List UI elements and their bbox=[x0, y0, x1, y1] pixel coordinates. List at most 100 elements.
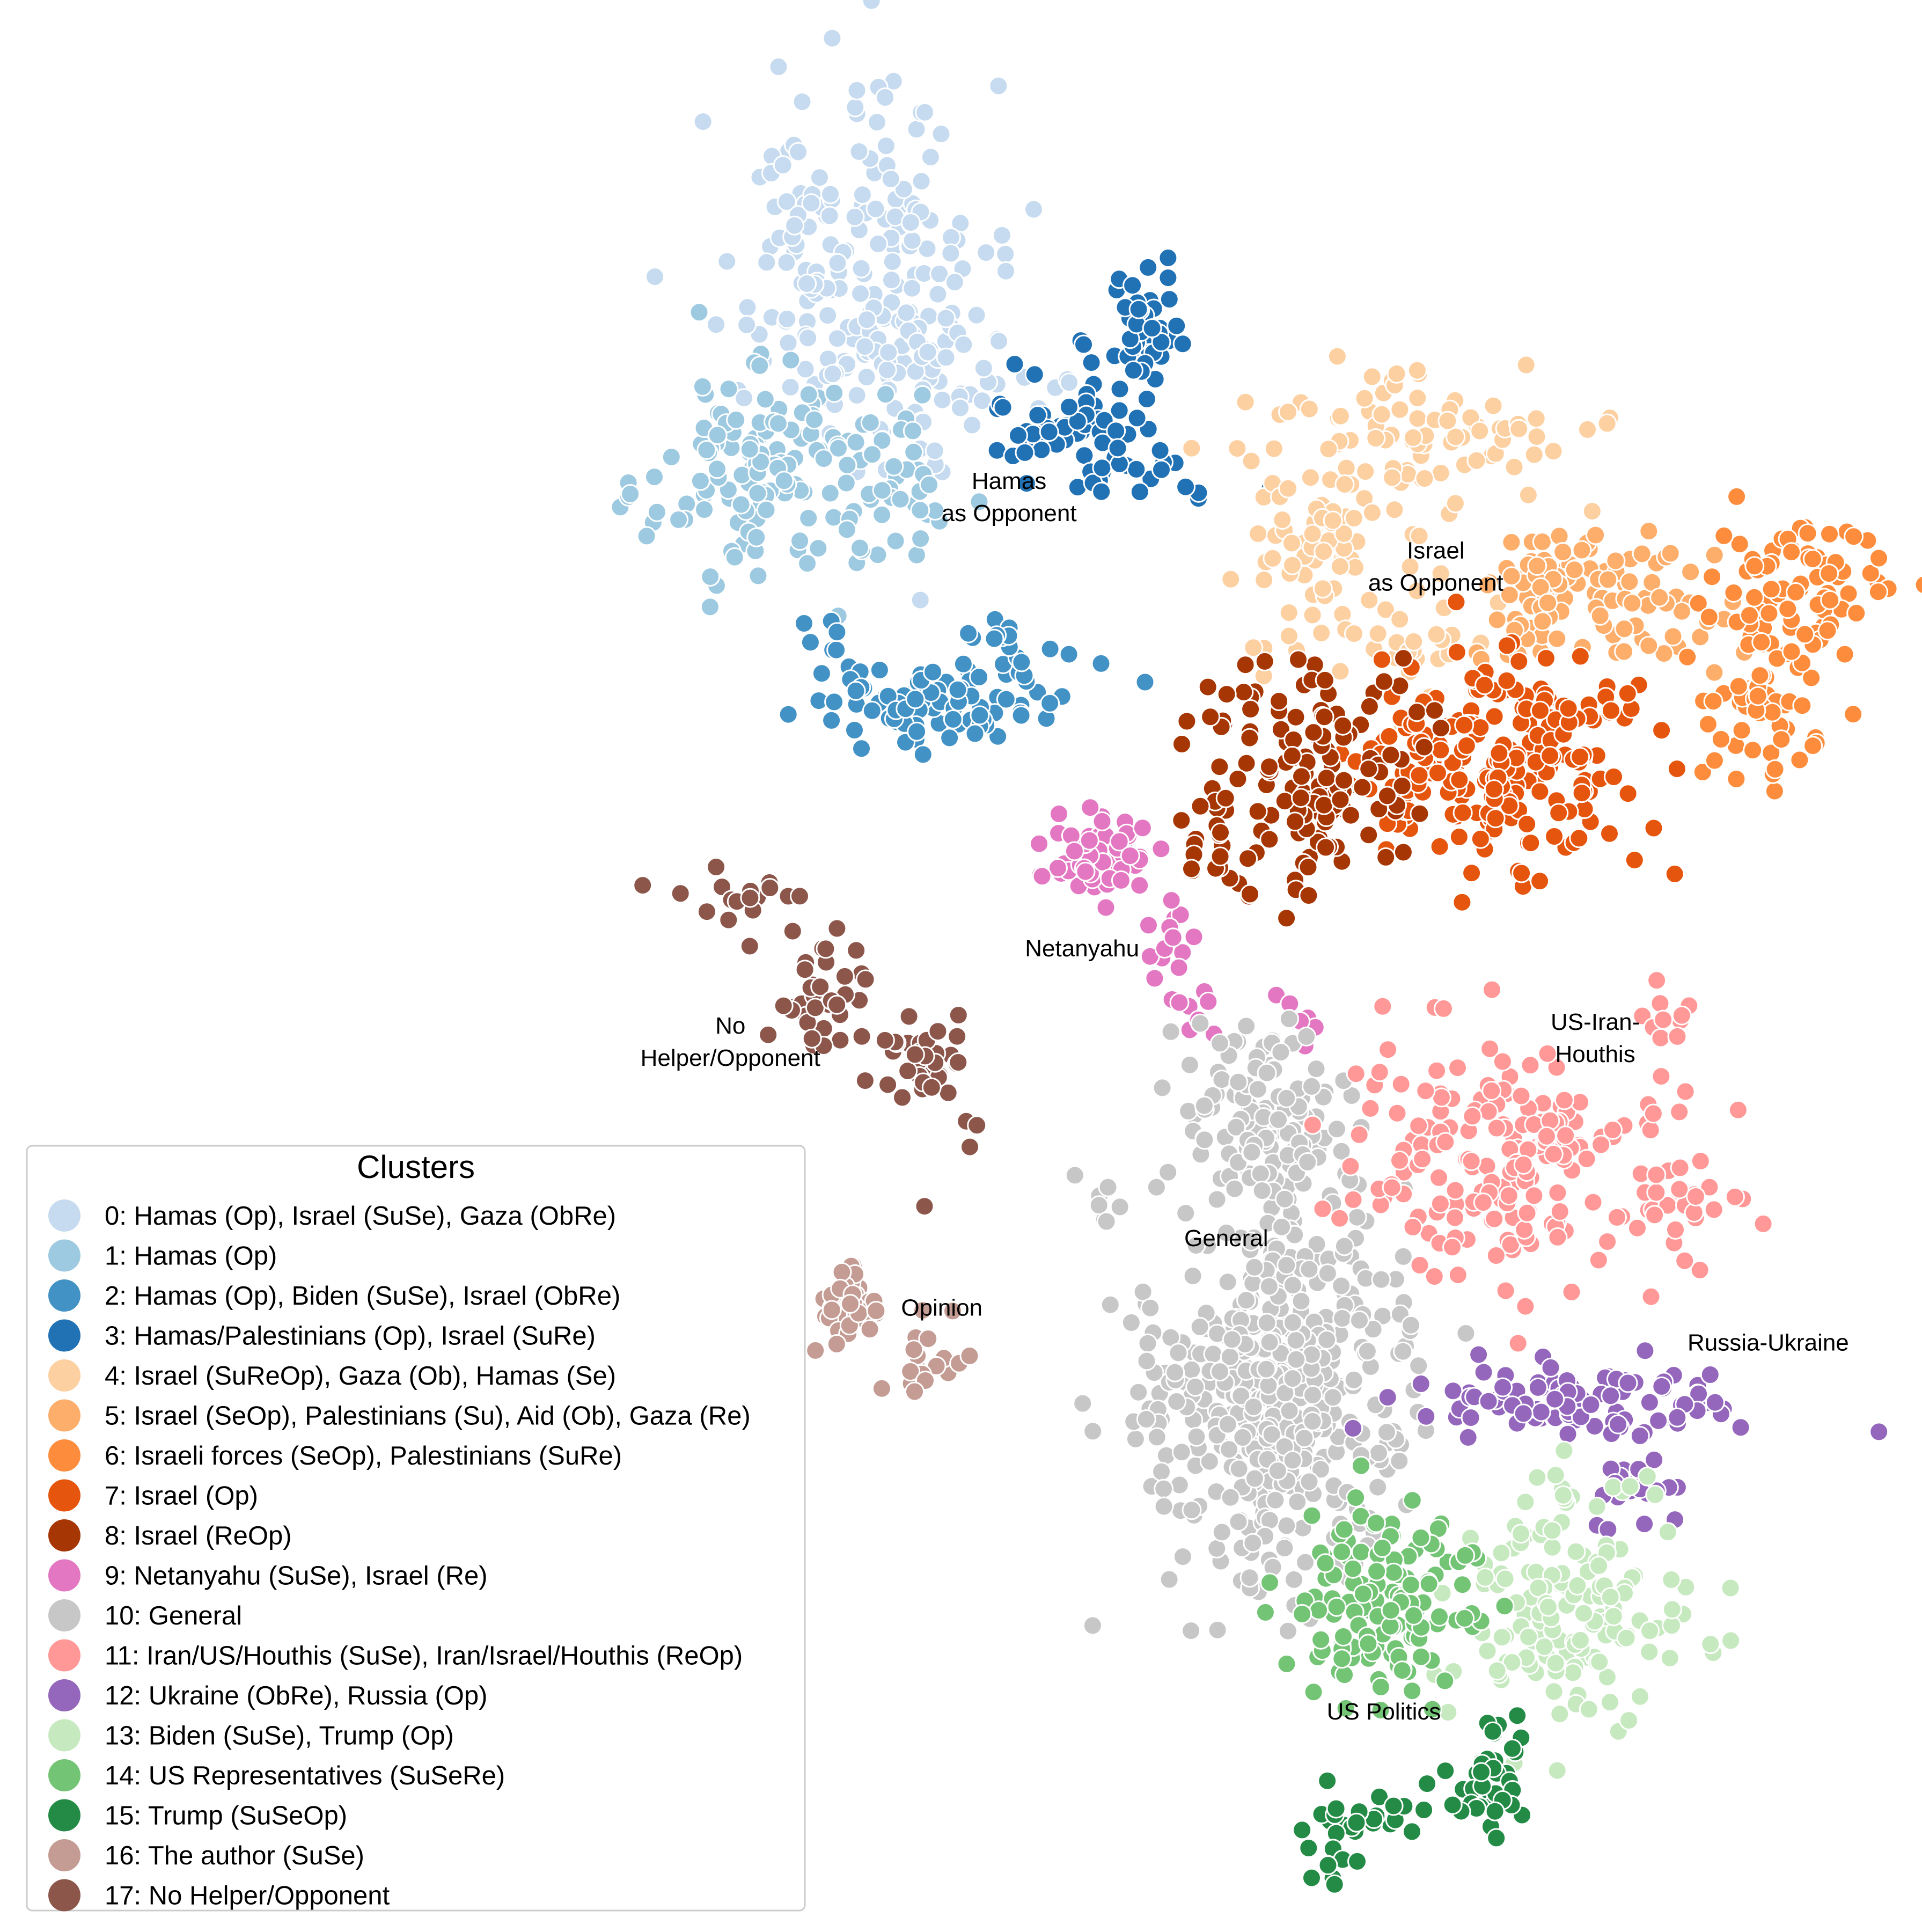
data-point bbox=[1377, 786, 1397, 806]
data-point bbox=[1403, 428, 1424, 448]
data-point bbox=[1798, 523, 1818, 544]
data-point bbox=[1376, 599, 1396, 620]
data-point bbox=[1461, 407, 1481, 428]
data-point bbox=[1430, 1194, 1450, 1214]
data-point bbox=[758, 1024, 779, 1045]
data-point bbox=[1222, 1329, 1242, 1350]
data-point bbox=[1409, 765, 1429, 786]
data-point bbox=[1233, 1428, 1253, 1447]
legend-item: 11: Iran/US/Houthis (SuSe), Iran/Israel/… bbox=[48, 1639, 743, 1672]
data-point bbox=[647, 502, 667, 522]
data-point bbox=[1334, 1236, 1354, 1256]
data-point bbox=[1215, 788, 1236, 808]
data-point bbox=[1323, 510, 1343, 531]
legend-item: 17: No Helper/Opponent bbox=[48, 1879, 390, 1912]
data-point bbox=[910, 590, 930, 610]
data-point bbox=[1561, 1282, 1582, 1302]
data-point bbox=[1445, 1180, 1465, 1201]
data-point bbox=[881, 169, 901, 189]
data-point bbox=[1169, 957, 1189, 978]
data-point bbox=[1278, 478, 1299, 499]
data-point bbox=[1334, 770, 1354, 791]
legend-label: 10: General bbox=[105, 1601, 242, 1630]
legend-marker bbox=[48, 1799, 80, 1832]
data-point bbox=[1619, 1710, 1639, 1731]
data-point bbox=[1409, 1116, 1429, 1136]
data-point bbox=[1387, 1103, 1407, 1123]
data-point bbox=[931, 124, 951, 144]
data-point bbox=[1243, 1533, 1263, 1553]
data-point bbox=[1241, 1231, 1261, 1252]
data-point bbox=[1194, 1130, 1215, 1150]
legend-label: 4: Israel (SuReOp), Gaza (Ob), Hamas (Se… bbox=[105, 1362, 616, 1391]
data-point bbox=[1181, 1621, 1201, 1641]
data-point bbox=[1417, 1774, 1437, 1794]
data-point bbox=[921, 1077, 942, 1097]
data-point bbox=[1142, 318, 1162, 338]
data-point bbox=[1603, 1119, 1623, 1140]
data-point bbox=[777, 309, 797, 329]
data-point bbox=[1740, 605, 1759, 625]
data-point bbox=[784, 215, 805, 236]
data-point bbox=[1667, 1026, 1688, 1046]
data-point bbox=[1781, 542, 1802, 562]
data-point bbox=[768, 56, 789, 77]
data-point bbox=[1182, 438, 1202, 458]
data-point bbox=[1369, 1787, 1390, 1807]
annotation-line: No bbox=[715, 1013, 745, 1039]
data-point bbox=[1040, 693, 1060, 713]
data-point bbox=[1517, 814, 1537, 835]
data-point bbox=[1700, 1365, 1720, 1385]
data-point bbox=[1404, 632, 1424, 652]
data-point bbox=[1600, 1692, 1620, 1713]
data-point bbox=[1100, 1294, 1120, 1315]
data-point bbox=[1860, 563, 1881, 583]
data-point bbox=[1359, 696, 1380, 716]
cluster-annotation: No Helper/Opponent bbox=[641, 1013, 820, 1071]
data-point bbox=[1343, 1418, 1363, 1438]
data-point bbox=[774, 471, 794, 491]
data-point bbox=[1016, 473, 1037, 494]
data-point bbox=[1692, 762, 1713, 782]
data-point bbox=[1868, 582, 1888, 602]
data-point bbox=[1452, 892, 1472, 912]
data-point bbox=[911, 171, 931, 192]
data-point bbox=[1221, 569, 1241, 589]
data-point bbox=[737, 297, 758, 318]
data-point bbox=[1653, 1009, 1674, 1030]
data-point bbox=[801, 193, 821, 214]
data-point bbox=[1317, 1770, 1338, 1791]
data-point bbox=[1186, 1426, 1207, 1447]
data-point bbox=[860, 413, 881, 433]
data-point bbox=[1435, 1761, 1456, 1781]
data-point bbox=[768, 413, 788, 434]
data-point bbox=[1429, 1167, 1449, 1188]
data-point bbox=[959, 1346, 980, 1366]
data-point bbox=[1080, 797, 1101, 818]
data-point bbox=[1675, 1081, 1696, 1102]
data-point bbox=[808, 538, 828, 559]
cluster-annotation: Opinion bbox=[901, 1295, 982, 1321]
data-point bbox=[1662, 1599, 1682, 1620]
data-point bbox=[1570, 646, 1590, 667]
legend-item: 5: Israel (SeOp), Palestinians (Su), Aid… bbox=[48, 1399, 751, 1432]
data-point bbox=[836, 473, 856, 493]
data-point bbox=[1349, 1310, 1369, 1330]
data-point bbox=[918, 342, 938, 362]
legend-label: 12: Ukraine (ObRe), Russia (Op) bbox=[105, 1681, 487, 1710]
data-point bbox=[1231, 1386, 1251, 1406]
series-12 bbox=[1343, 1341, 1889, 1540]
data-point bbox=[1207, 1620, 1228, 1640]
legend-item: 7: Israel (Op) bbox=[48, 1479, 258, 1512]
data-point bbox=[1509, 419, 1529, 439]
data-point bbox=[636, 526, 657, 546]
data-point bbox=[1582, 501, 1602, 522]
data-point bbox=[1123, 360, 1143, 380]
data-point bbox=[1159, 289, 1179, 310]
data-point bbox=[1334, 1665, 1355, 1685]
data-point bbox=[1447, 642, 1467, 662]
data-point bbox=[936, 347, 956, 368]
data-point bbox=[1400, 557, 1420, 577]
data-point bbox=[1040, 639, 1060, 659]
data-point bbox=[750, 355, 770, 376]
